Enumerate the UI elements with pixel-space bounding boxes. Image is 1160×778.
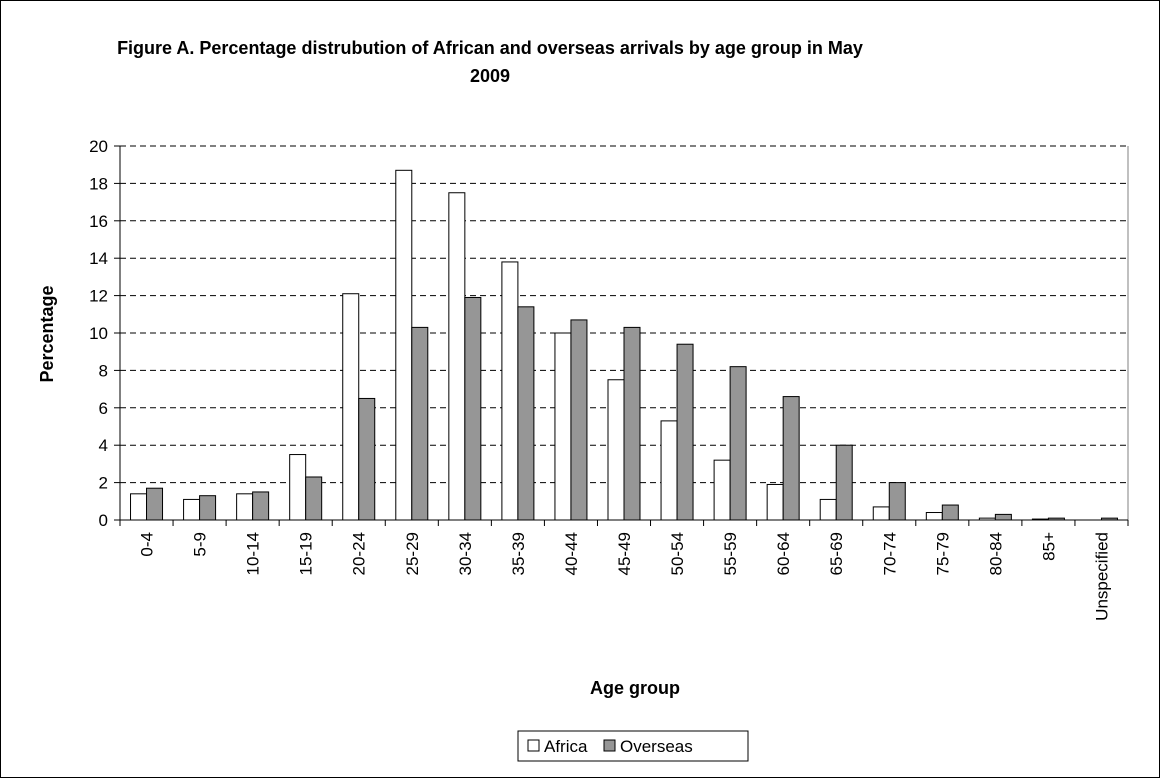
bar-africa-30-34 — [448, 192, 466, 521]
bar-africa-20-24 — [342, 293, 360, 521]
legend: Africa Overseas — [517, 730, 749, 762]
bar-overseas-0-4 — [146, 487, 164, 521]
x-tick-label: 20-24 — [350, 532, 369, 575]
y-axis-title: Percentage — [37, 285, 57, 382]
bar-overseas-75-79 — [941, 504, 959, 521]
x-tick-label: 25-29 — [403, 532, 422, 575]
chart-title-line-2: 2009 — [470, 66, 510, 86]
x-tick-label: 75-79 — [933, 532, 952, 575]
bar-overseas-70-74 — [888, 482, 906, 521]
y-tick-label: 16 — [89, 212, 108, 231]
x-tick-label: 15-19 — [297, 532, 316, 575]
legend-box — [517, 730, 749, 762]
legend-swatch-overseas — [603, 739, 616, 752]
bar-africa-0-4 — [130, 493, 148, 521]
chart-title: Figure A. Percentage distrubution of Afr… — [117, 38, 863, 86]
legend-label-africa: Africa — [544, 737, 588, 756]
bars — [130, 169, 1118, 521]
bar-overseas-15-19 — [305, 476, 323, 521]
bar-overseas-10-14 — [252, 491, 270, 521]
y-tick-label: 14 — [89, 249, 108, 268]
bar-overseas-35-39 — [517, 306, 535, 521]
bar-overseas-65-69 — [835, 444, 853, 521]
bar-africa-45-49 — [607, 379, 625, 521]
y-tick-label: 8 — [99, 361, 108, 380]
bar-overseas-80-84 — [994, 513, 1012, 521]
bar-africa-40-44 — [554, 332, 572, 521]
x-tick-label: 45-49 — [615, 532, 634, 575]
y-tick-labels: 0 2 4 6 8 10 12 14 16 18 20 — [89, 137, 108, 530]
y-tick-label: 18 — [89, 174, 108, 193]
y-tick-label: 0 — [99, 511, 108, 530]
y-tick-label: 10 — [89, 324, 108, 343]
y-tick-label: 20 — [89, 137, 108, 156]
x-tick-label: 0-4 — [138, 532, 157, 557]
y-tick-label: 6 — [99, 399, 108, 418]
x-tick-label: 55-59 — [721, 532, 740, 575]
bar-africa-10-14 — [236, 493, 254, 521]
y-tick-label: 12 — [89, 287, 108, 306]
legend-label-overseas: Overseas — [620, 737, 693, 756]
axes — [114, 145, 1129, 526]
x-tick-label: 40-44 — [562, 532, 581, 575]
x-tick-label: 70-74 — [880, 532, 899, 575]
x-tick-label: 65-69 — [827, 532, 846, 575]
bar-overseas-30-34 — [464, 296, 482, 521]
bar-africa-70-74 — [872, 506, 890, 521]
x-tick-label: 30-34 — [456, 532, 475, 575]
bar-africa-60-64 — [766, 483, 784, 521]
bar-overseas-40-44 — [570, 319, 588, 521]
x-tick-label: 60-64 — [774, 532, 793, 575]
bar-overseas-20-24 — [358, 397, 376, 521]
bar-overseas-50-54 — [676, 343, 694, 521]
x-axis-title: Age group — [590, 678, 680, 698]
legend-swatch-africa — [527, 739, 540, 752]
bar-overseas-45-49 — [623, 326, 641, 521]
bar-africa-65-69 — [819, 498, 837, 521]
x-tick-label: 50-54 — [668, 532, 687, 575]
bar-overseas-55-59 — [729, 366, 747, 521]
bar-africa-25-29 — [395, 169, 413, 521]
bar-overseas-60-64 — [782, 396, 800, 521]
y-tick-label: 2 — [99, 474, 108, 493]
x-tick-label: 5-9 — [191, 532, 210, 557]
x-tick-label: Unspecified — [1092, 532, 1111, 621]
bar-africa-15-19 — [289, 454, 307, 521]
bar-africa-35-39 — [501, 261, 519, 521]
x-tick-label: 10-14 — [244, 532, 263, 575]
bar-overseas-25-29 — [411, 326, 429, 521]
x-tick-label: 80-84 — [986, 532, 1005, 575]
bar-africa-75-79 — [925, 512, 943, 521]
bar-africa-50-54 — [660, 420, 678, 521]
bar-overseas-5-9 — [199, 495, 217, 521]
y-tick-label: 4 — [99, 436, 108, 455]
bar-africa-5-9 — [183, 498, 201, 521]
bar-africa-55-59 — [713, 459, 731, 521]
chart-title-line-1: Figure A. Percentage distrubution of Afr… — [117, 38, 863, 58]
x-tick-label: 85+ — [1039, 532, 1058, 561]
x-tick-labels: 0-4 5-9 10-14 15-19 20-24 25-29 30-34 35-39 40-4… — [138, 532, 1112, 621]
x-tick-label: 35-39 — [509, 532, 528, 575]
